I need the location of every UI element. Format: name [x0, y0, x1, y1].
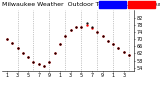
Text: Milwaukee Weather  Outdoor Temperature  vs Heat Index  (24 Hours): Milwaukee Weather Outdoor Temperature vs…	[2, 2, 160, 7]
